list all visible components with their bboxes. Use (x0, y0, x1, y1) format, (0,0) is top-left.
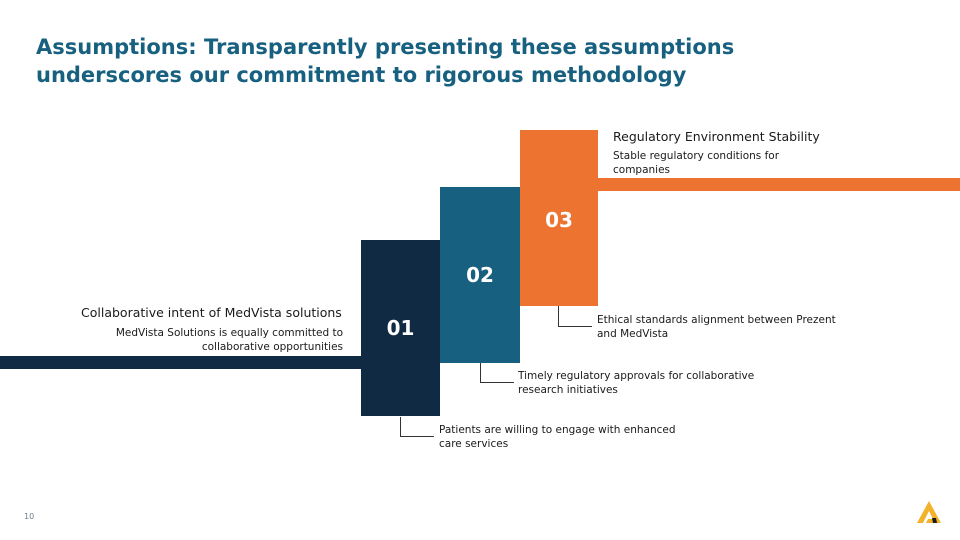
step-02-number: 02 (466, 263, 494, 287)
step-02-block: 02 (440, 187, 520, 363)
left-block-description: MedVista Solutions is equally committed … (115, 327, 343, 353)
step-01-block: 01 (361, 240, 440, 416)
step-01-leader-line (400, 417, 434, 437)
step-01-number: 01 (386, 316, 415, 340)
step-02-callout: Timely regulatory approvals for collabor… (518, 370, 755, 396)
left-block-heading: Collaborative intent of MedVista solutio… (81, 305, 342, 320)
step-03-leader-line (558, 306, 592, 327)
step-01-callout: Patients are willing to engage with enha… (439, 424, 676, 450)
step-03-block: 03 (520, 130, 598, 306)
right-connector-bar (598, 178, 960, 191)
step-03-number: 03 (545, 208, 573, 232)
step-03-callout: Ethical standards alignment between Prez… (597, 314, 836, 340)
brand-logo-icon (917, 501, 941, 523)
step-02-leader-line (480, 363, 514, 383)
slide-title: Assumptions: Transparently presenting th… (36, 35, 735, 87)
right-block-description: Stable regulatory conditions for compani… (613, 150, 780, 176)
page-number: 10 (24, 512, 35, 521)
left-connector-bar (0, 356, 361, 369)
right-block-heading: Regulatory Environment Stability (613, 129, 820, 144)
